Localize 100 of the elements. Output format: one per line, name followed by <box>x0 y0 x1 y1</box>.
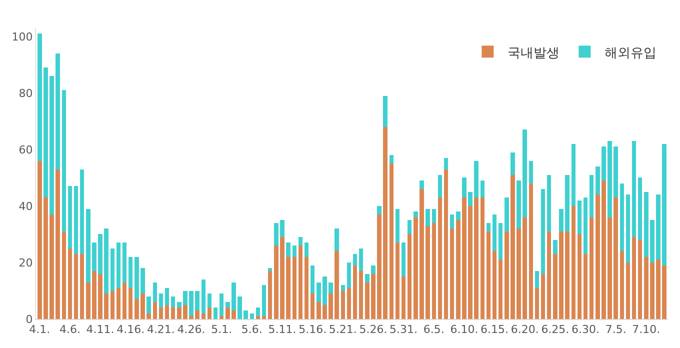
y-tick-label: 80 <box>18 86 33 100</box>
bar <box>389 155 394 164</box>
bar <box>528 160 534 184</box>
bar <box>68 186 72 248</box>
bar <box>638 240 642 319</box>
x-tick-label: 5.16. <box>298 323 327 336</box>
x-tick-label: 6.10. <box>450 323 478 336</box>
bar <box>626 194 630 262</box>
bar <box>286 242 290 257</box>
bar <box>358 270 364 319</box>
legend-label: 국내발생 <box>508 46 560 61</box>
bar <box>74 186 78 254</box>
bar <box>62 90 66 232</box>
x-tick-label: 4.6. <box>59 323 80 336</box>
y-tick-label: 20 <box>18 256 33 270</box>
bar <box>250 313 254 319</box>
bar <box>371 265 376 274</box>
bar <box>450 228 454 319</box>
bar <box>444 169 448 319</box>
bar <box>547 231 552 319</box>
bar <box>128 256 133 288</box>
bar <box>638 178 642 240</box>
legend-label: 해외유입 <box>604 46 657 61</box>
bar <box>346 288 352 319</box>
x-tick-label: 4.1. <box>29 323 50 336</box>
bar <box>528 183 534 319</box>
bar <box>620 251 624 319</box>
x-tick-label: 5.31. <box>390 323 418 336</box>
bar <box>577 200 582 234</box>
x-tick-label: 6.15. <box>480 323 509 336</box>
bar <box>486 222 491 232</box>
x-tick-label: 6.30. <box>572 323 600 336</box>
bar <box>201 313 206 319</box>
x-tick-label: 4.11. <box>86 323 114 336</box>
bar <box>207 308 212 319</box>
y-tick-label: 40 <box>18 200 33 213</box>
bar <box>456 212 460 220</box>
bar <box>262 285 266 316</box>
bar <box>626 262 630 319</box>
bar <box>383 96 388 127</box>
bar <box>110 290 115 319</box>
bar <box>632 237 636 319</box>
x-tick-label: 4.21. <box>146 323 175 336</box>
bar <box>414 212 418 218</box>
bar <box>340 290 346 319</box>
x-tick-label: 5.26. <box>359 323 388 336</box>
x-tick-label: 5.21. <box>328 323 357 336</box>
bar <box>334 228 339 252</box>
bar <box>352 265 358 319</box>
bar <box>395 242 400 319</box>
bar <box>358 248 364 271</box>
x-tick-label: 7.10. <box>632 323 660 336</box>
bar <box>207 294 212 308</box>
bar <box>262 316 266 319</box>
bar <box>480 198 485 319</box>
bar <box>219 316 224 319</box>
bar <box>553 240 558 254</box>
bar <box>346 262 352 288</box>
bar <box>116 242 121 288</box>
bar <box>310 294 315 319</box>
y-tick-label: 0 <box>26 312 33 326</box>
bar <box>498 222 503 260</box>
bar <box>444 158 448 170</box>
x-tick-label: 4.16. <box>116 323 145 336</box>
bar <box>450 214 454 229</box>
bar <box>80 169 84 254</box>
bar <box>152 302 157 319</box>
bar <box>164 288 170 305</box>
bar <box>534 270 540 288</box>
bar <box>589 217 594 319</box>
bar <box>571 206 576 319</box>
x-tick-label: 7.5. <box>605 323 626 336</box>
bar <box>146 296 151 314</box>
bar <box>292 256 296 319</box>
bar <box>432 222 436 319</box>
x-tick-label: 5.1. <box>211 323 232 336</box>
bar <box>340 285 346 291</box>
bar <box>310 265 315 294</box>
x-tick-label: 5.11. <box>268 323 296 336</box>
x-tick-label: 6.25. <box>541 323 570 336</box>
bar <box>401 242 406 277</box>
bar <box>408 234 412 319</box>
bar <box>438 198 442 319</box>
bar <box>219 294 224 316</box>
bar <box>480 180 485 198</box>
bar <box>620 183 624 252</box>
bar <box>420 180 424 190</box>
bar <box>401 276 406 319</box>
bar <box>170 296 176 308</box>
x-tick-label: 6.5. <box>423 323 444 336</box>
bar <box>492 214 497 252</box>
bar <box>352 254 358 266</box>
x-tick-label: 5.6. <box>241 323 262 336</box>
bar <box>110 248 115 291</box>
bar <box>80 254 84 319</box>
x-tick-label: 6.20. <box>510 323 539 336</box>
bar <box>201 279 206 314</box>
bar <box>365 274 370 282</box>
bar <box>571 144 576 206</box>
bar <box>304 256 309 319</box>
